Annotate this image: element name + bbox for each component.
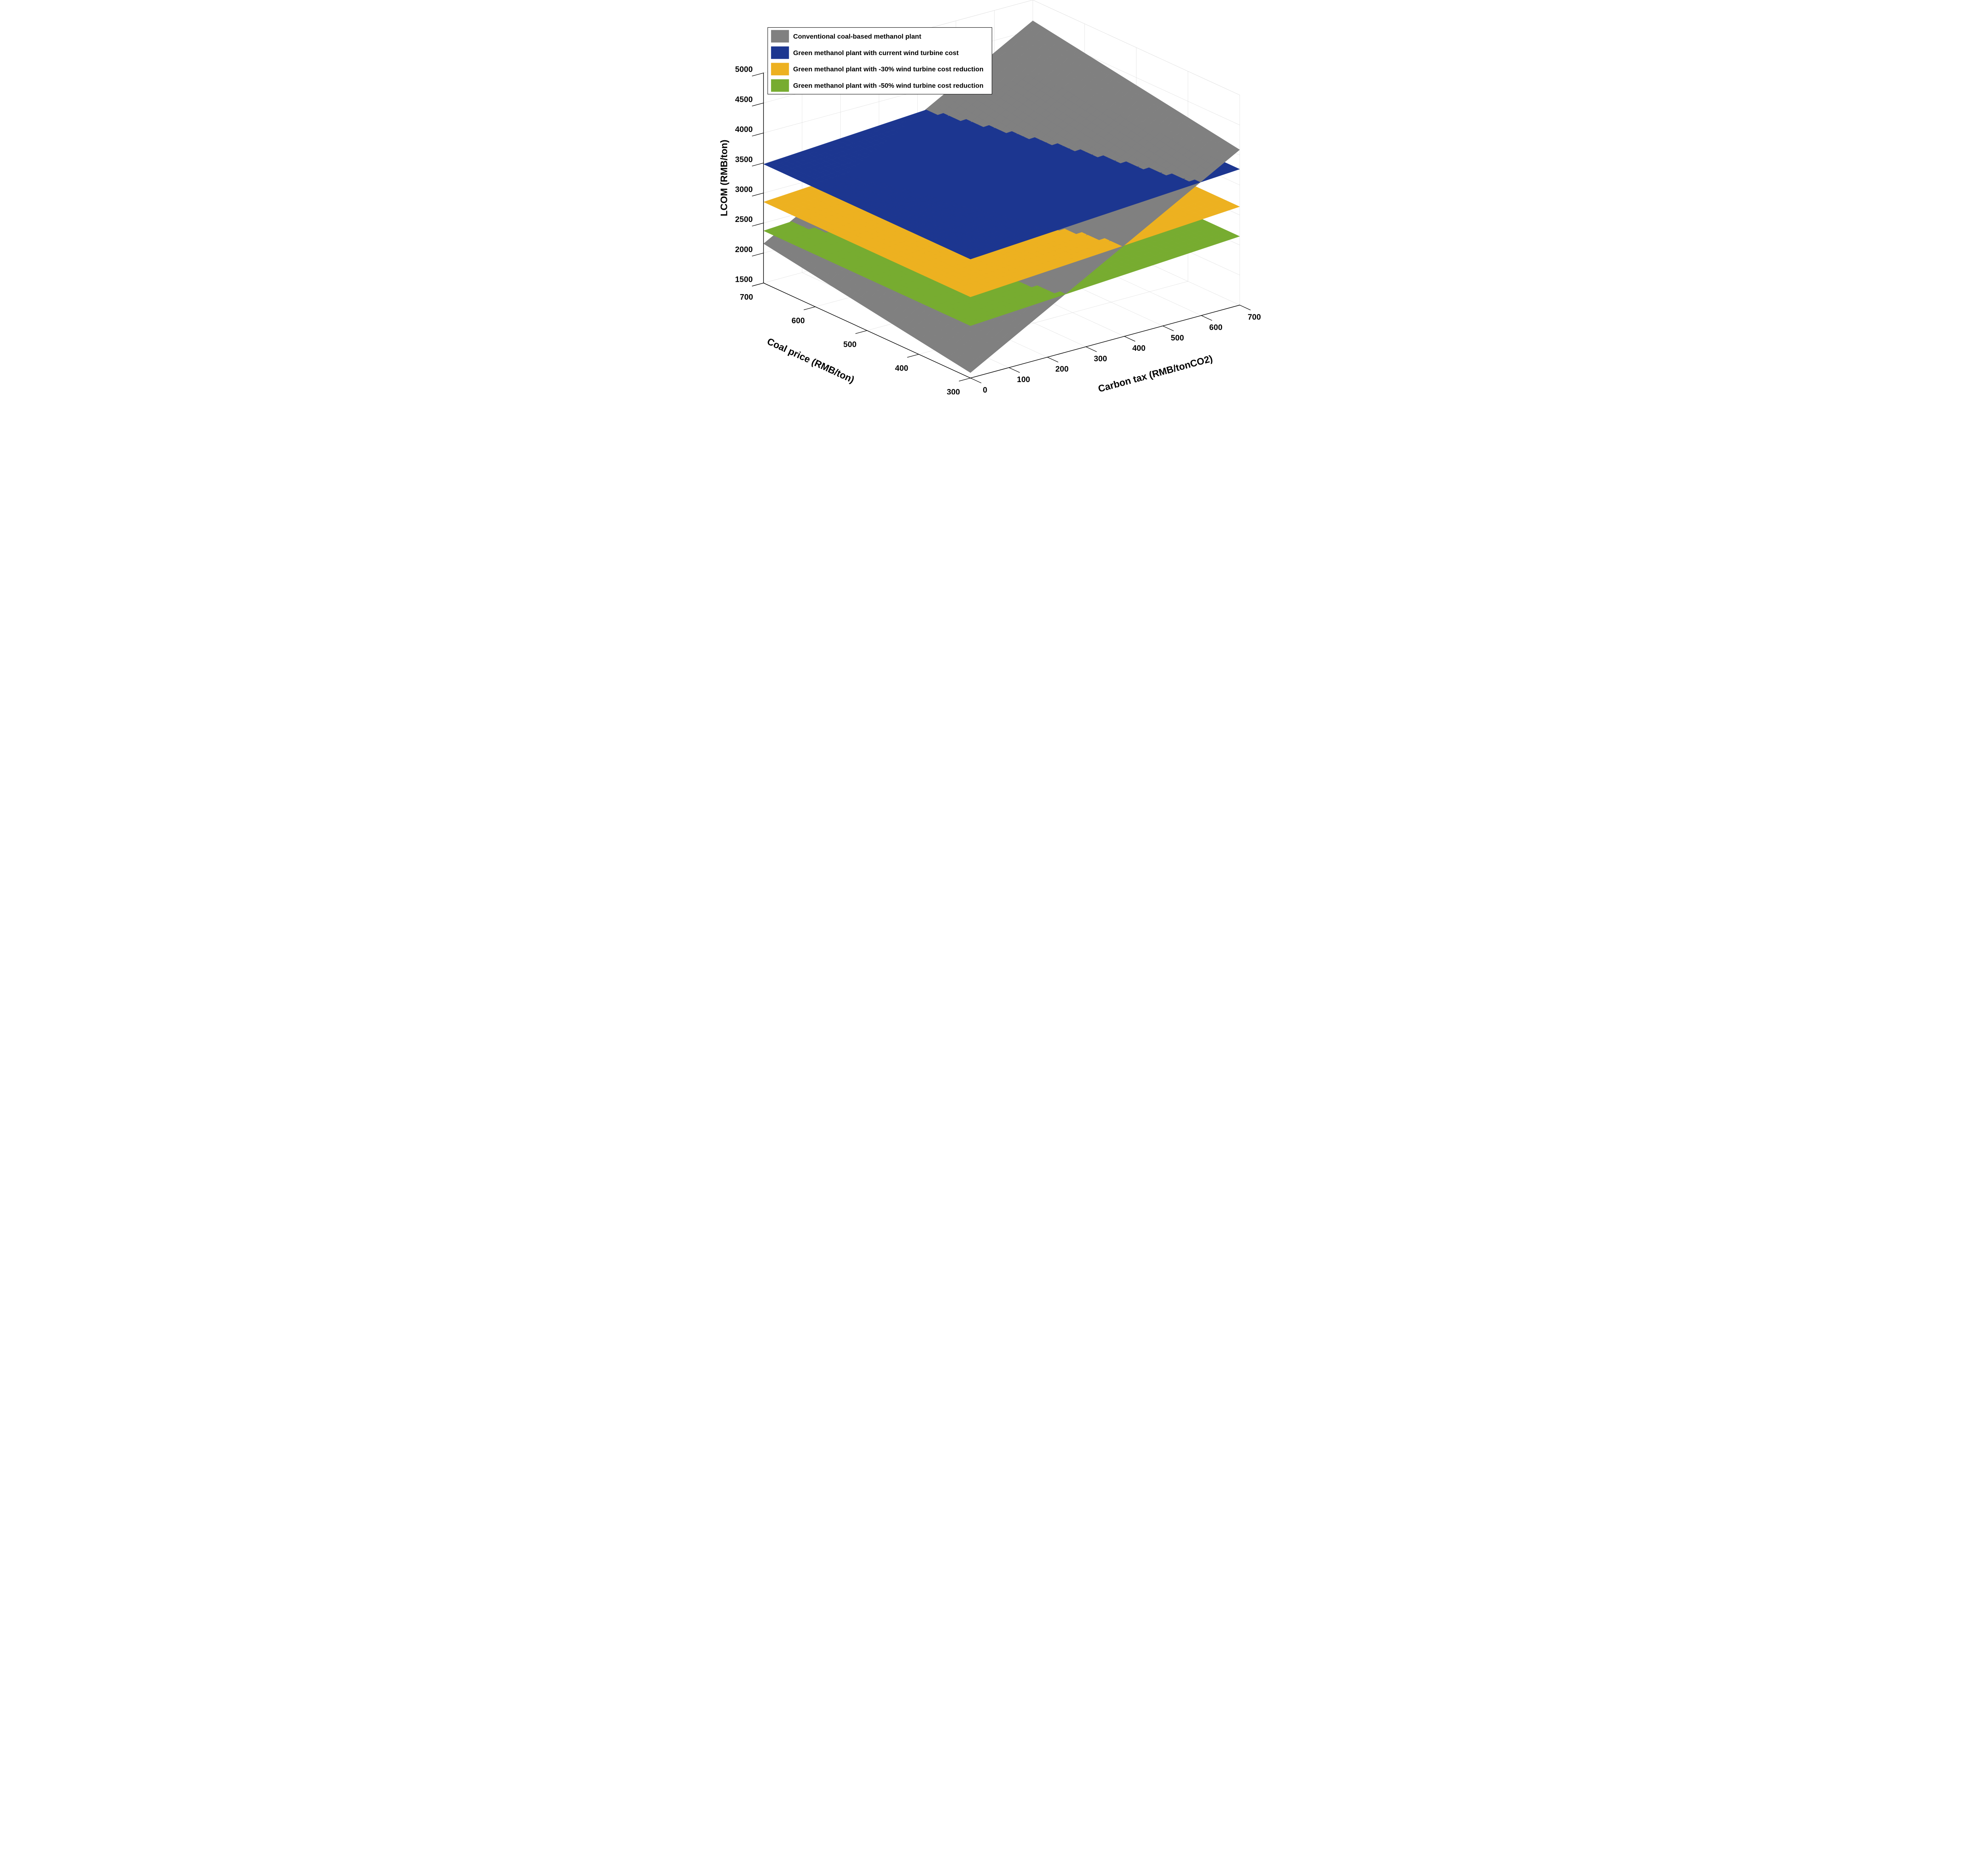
box-edge-top	[1033, 0, 1240, 96]
3d-surface-chart: 1500200025003000350040004500500070060050…	[714, 0, 1268, 395]
figure-container: 1500 2000 2500 3000 3500 4000 4500 5000 700 600 50…	[714, 0, 1268, 395]
